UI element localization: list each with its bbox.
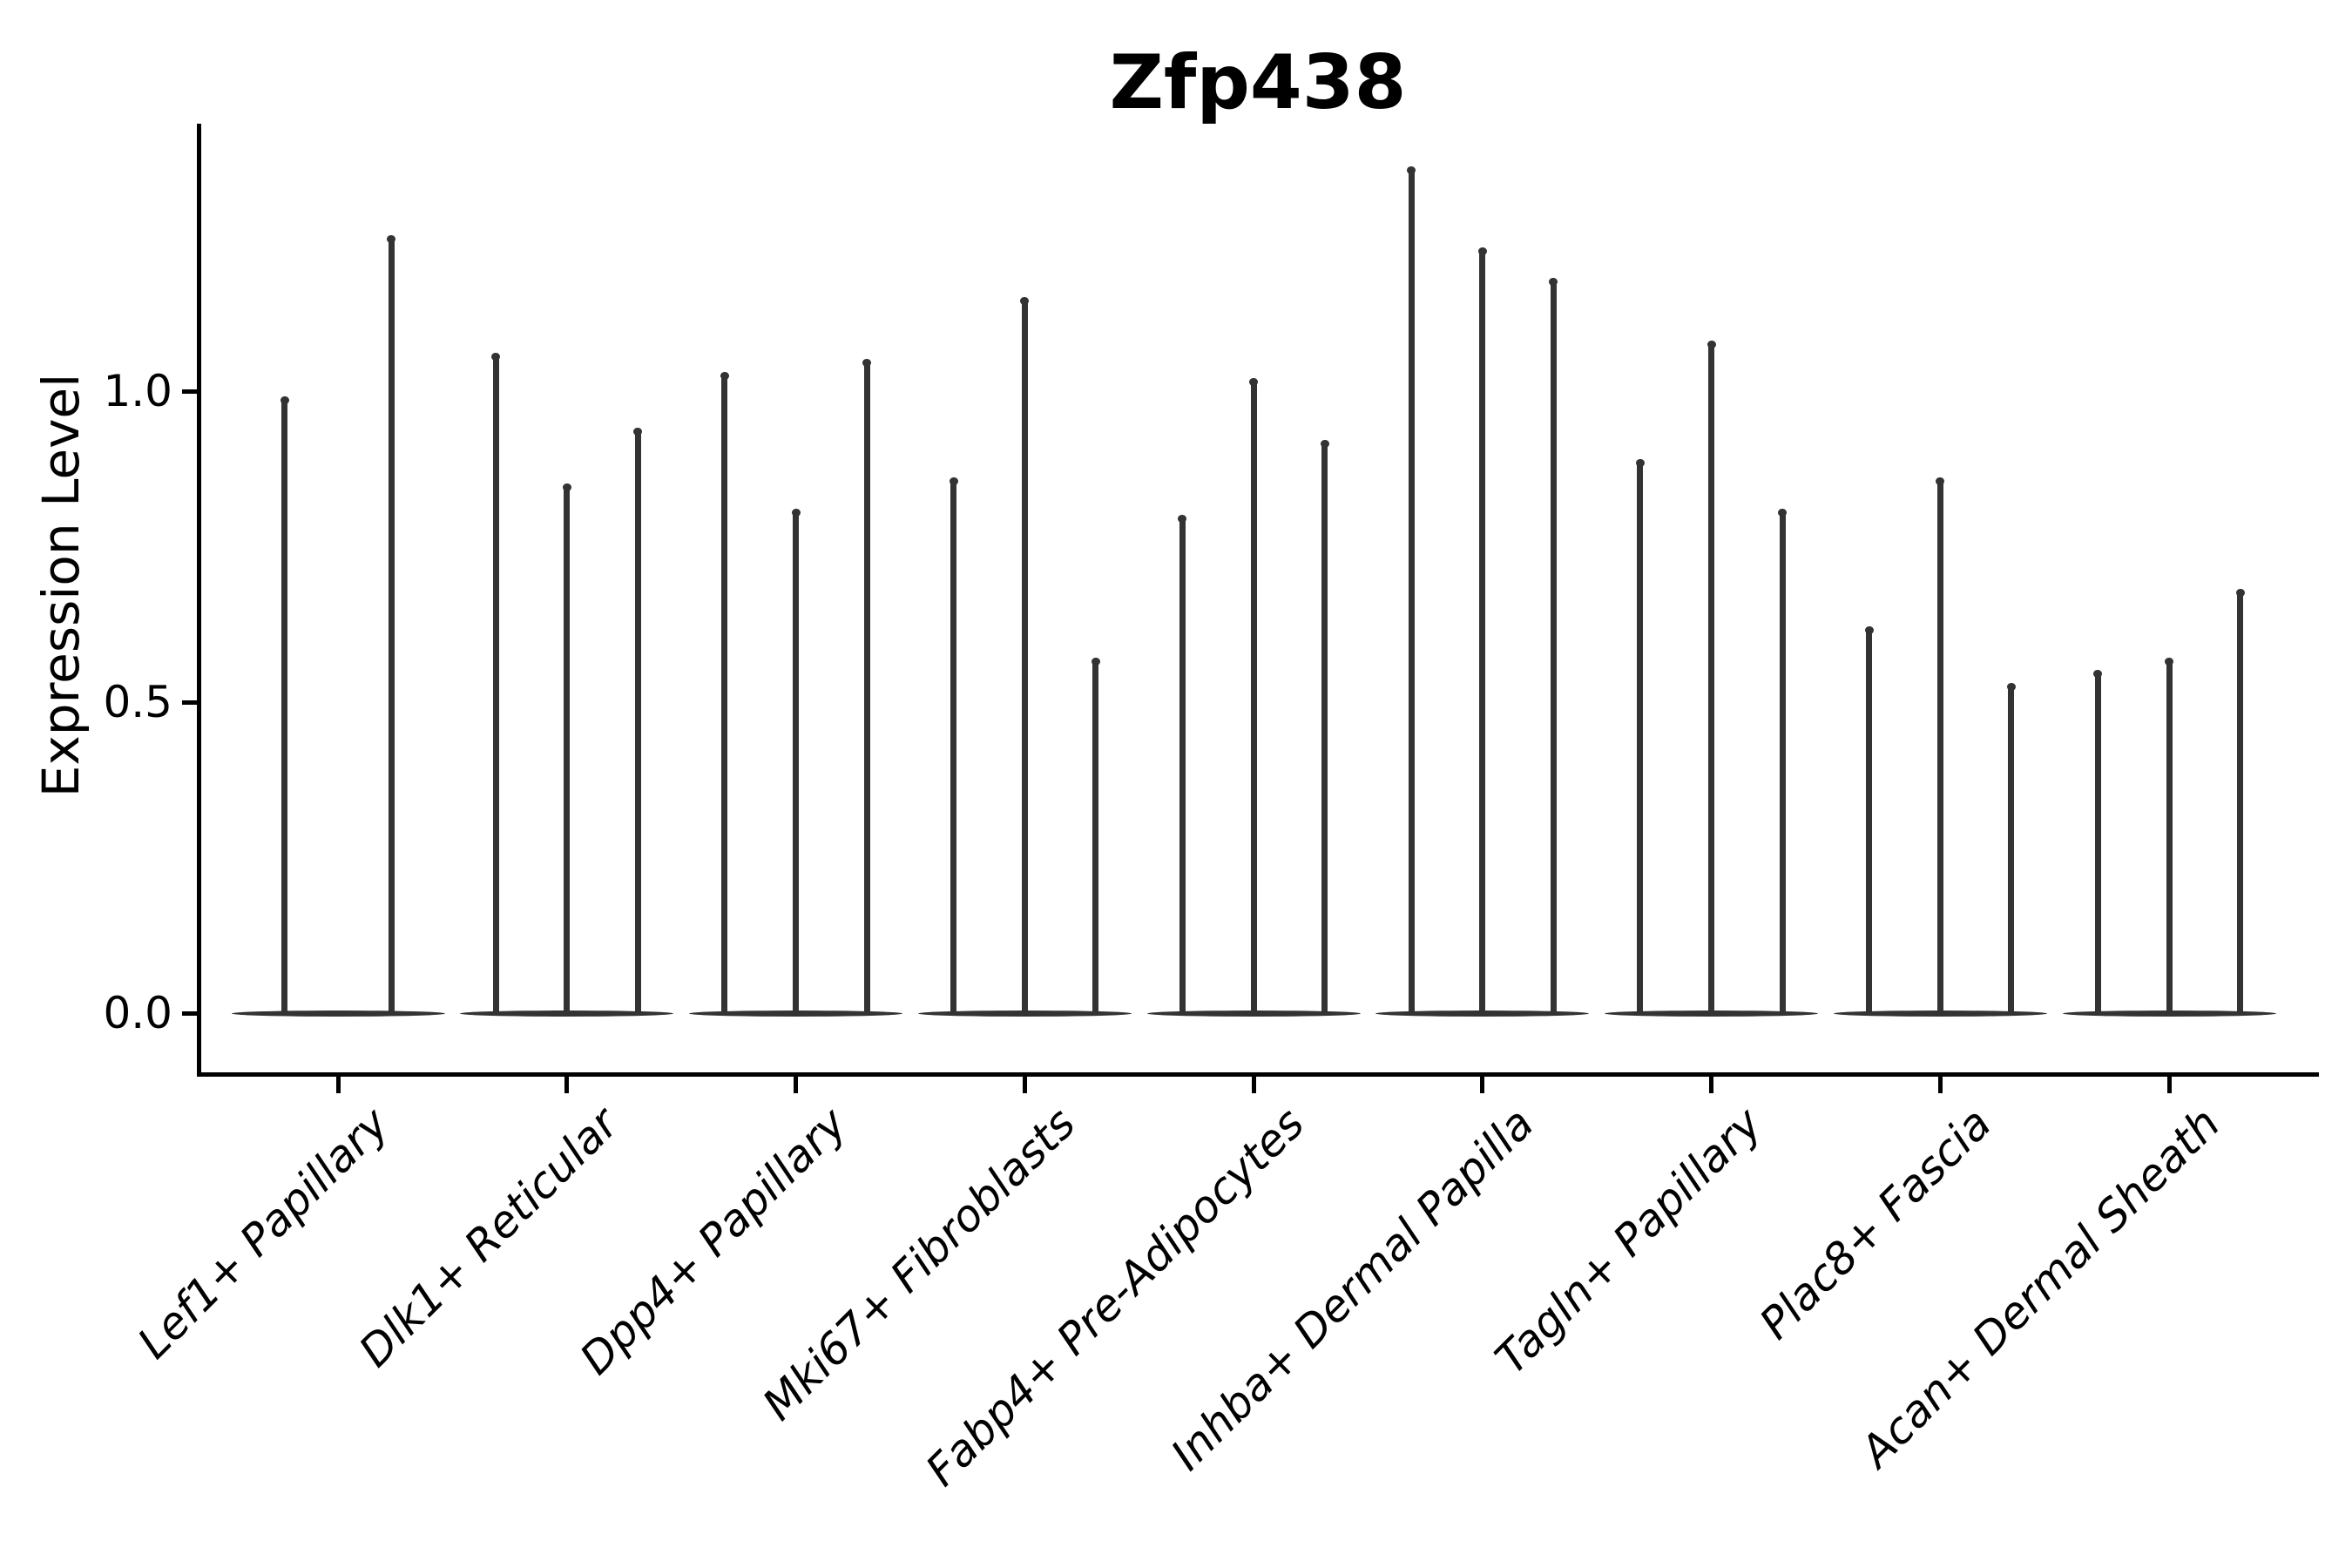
- violin-cap: [2093, 670, 2103, 679]
- violin-base: [231, 1010, 445, 1017]
- x-tick-label: Lef1+ Papillary: [128, 1098, 399, 1369]
- violin-cap: [1477, 247, 1487, 255]
- x-tick: [794, 1077, 798, 1093]
- violin-stem: [2094, 671, 2101, 1015]
- violin-cap: [1020, 296, 1030, 305]
- violin-cap: [2006, 682, 2016, 691]
- chart-title: Zfp438: [1109, 39, 1407, 126]
- y-tick: [182, 700, 199, 705]
- violin-stem: [863, 360, 870, 1015]
- x-tick-label: Fabp4+ Pre-Adipocytes: [916, 1098, 1315, 1497]
- violin-cap: [2165, 658, 2173, 666]
- x-tick: [2166, 1077, 2172, 1093]
- violin-cap: [387, 234, 396, 243]
- x-axis-line: [197, 1072, 2319, 1077]
- violin-stem: [564, 484, 571, 1015]
- violin-stem: [2237, 590, 2244, 1015]
- violin-stem: [1408, 166, 1415, 1015]
- violin-cap: [1178, 514, 1187, 523]
- violin-stem: [793, 509, 799, 1015]
- violin-cap: [1407, 166, 1416, 174]
- x-tick: [1480, 1077, 1485, 1093]
- violin-stem: [388, 235, 395, 1015]
- violin-stem: [1866, 627, 1873, 1015]
- violin-cap: [1707, 340, 1716, 348]
- violin-stem: [1550, 279, 1557, 1015]
- violin-cap: [491, 353, 501, 362]
- x-tick: [564, 1077, 570, 1093]
- x-tick: [1709, 1077, 1713, 1093]
- violin-cap: [949, 476, 958, 485]
- violin-stem: [1321, 441, 1328, 1015]
- violin-cap: [1864, 626, 1874, 635]
- violin-cap: [1091, 658, 1100, 666]
- x-tick: [1022, 1077, 1027, 1093]
- violin-cap: [1778, 508, 1788, 517]
- violin-stem: [2166, 659, 2173, 1015]
- violin-cap: [1635, 458, 1645, 467]
- violin-stem: [1708, 341, 1714, 1015]
- x-tick-label: Plac8+ Fascia: [1749, 1098, 2001, 1349]
- x-tick: [1251, 1077, 1256, 1093]
- violin-stem: [281, 397, 288, 1015]
- violin-stem: [2008, 683, 2015, 1015]
- violin-stem: [1637, 459, 1644, 1015]
- violin-cap: [562, 483, 571, 492]
- x-tick: [335, 1077, 341, 1093]
- violin-stem: [634, 428, 641, 1015]
- violin-cap: [1249, 377, 1258, 386]
- violin-cap: [280, 396, 289, 405]
- violin-cap: [633, 427, 643, 436]
- violin-cap: [862, 359, 872, 368]
- violin-cap: [1936, 476, 1945, 485]
- violin-stem: [1179, 515, 1186, 1015]
- violin-stem: [1779, 509, 1786, 1015]
- y-tick-label: 1.0: [103, 366, 172, 416]
- violin-stem: [492, 354, 499, 1015]
- violin-stem: [721, 372, 728, 1015]
- violin-stem: [1936, 477, 1943, 1015]
- violin-cap: [1549, 278, 1558, 287]
- violin-stem: [1479, 247, 1486, 1015]
- violin-cap: [2235, 589, 2245, 598]
- y-axis-line: [197, 124, 201, 1077]
- violin-cap: [720, 371, 729, 380]
- y-tick-label: 0.0: [103, 988, 172, 1038]
- violin-stem: [950, 477, 957, 1015]
- y-tick: [182, 1010, 199, 1016]
- x-tick: [1937, 1077, 1943, 1093]
- violin-stem: [1092, 659, 1099, 1015]
- y-tick-label: 0.5: [103, 677, 172, 727]
- violin-stem: [1021, 297, 1028, 1015]
- violin-stem: [1250, 378, 1257, 1015]
- violin-cap: [791, 508, 801, 517]
- y-tick: [182, 389, 199, 394]
- violin-cap: [1320, 440, 1329, 449]
